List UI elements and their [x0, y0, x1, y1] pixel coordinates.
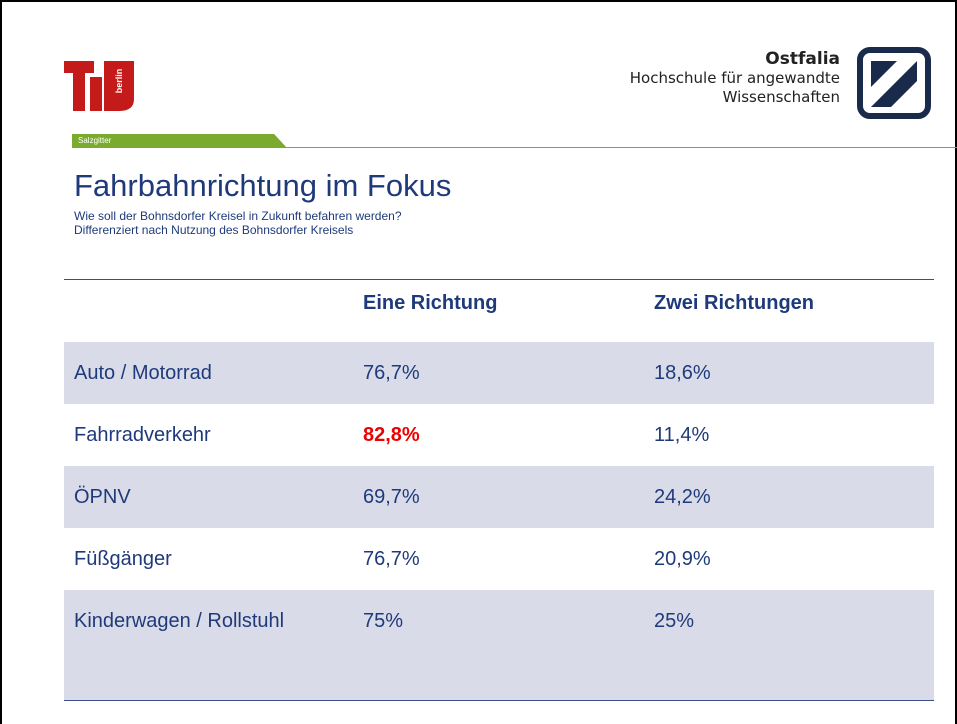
- table-cell: Füßgänger: [74, 548, 172, 570]
- table-row: Auto / Motorrad 76,7% 18,6%: [64, 342, 934, 404]
- subtitle-line: Wie soll der Bohnsdorfer Kreisel in Zuku…: [74, 209, 402, 223]
- subtitle: Wie soll der Bohnsdorfer Kreisel in Zuku…: [74, 209, 402, 237]
- table-row: Fahrradverkehr 82,8% 11,4%: [64, 404, 934, 466]
- subtitle-line: Differenziert nach Nutzung des Bohnsdorf…: [74, 223, 354, 237]
- divider: [72, 147, 957, 148]
- table-cell: 25%: [654, 610, 695, 632]
- tu-logo: berlin: [64, 61, 134, 111]
- table-cell: Kinderwagen / Rollstuhl: [74, 610, 285, 632]
- table-cell: 76,7%: [363, 362, 420, 384]
- table-row: Füßgänger 76,7% 20,9%: [64, 528, 934, 590]
- table-cell: 11,4%: [654, 424, 710, 446]
- table-cell: 18,6%: [654, 362, 711, 384]
- table-row: ÖPNV 69,7% 24,2%: [64, 466, 934, 528]
- ostfalia-logo: [857, 47, 931, 119]
- logo-text: berlin: [114, 69, 124, 94]
- ostfalia-name: Ostfalia: [765, 49, 840, 69]
- table-cell: 75%: [363, 610, 404, 632]
- table-cell: 69,7%: [363, 486, 420, 508]
- table-row: Kinderwagen / Rollstuhl 75% 25%: [64, 590, 934, 700]
- table-cell: 82,8%: [363, 424, 420, 446]
- table-cell: 24,2%: [654, 486, 711, 508]
- ostfalia-text: Ostfalia Hochschule für angewandte Wisse…: [630, 50, 840, 107]
- location-tab: Salzgitter: [72, 134, 287, 148]
- table-cell: 20,9%: [654, 548, 711, 570]
- header-cell: Zwei Richtungen: [654, 292, 814, 314]
- ostfalia-line: Wissenschaften: [722, 88, 840, 106]
- table-cell: 76,7%: [363, 548, 420, 570]
- table: Eine Richtung Zwei Richtungen Auto / Motor…: [64, 279, 934, 701]
- header-cell: Eine Richtung: [363, 292, 498, 314]
- table-cell: ÖPNV: [74, 486, 131, 508]
- table-cell: Fahrradverkehr: [74, 424, 211, 446]
- header-row: Eine Richtung Zwei Richtungen: [64, 280, 934, 342]
- title: Fahrbahnrichtung im Fokus: [74, 168, 452, 203]
- table-cell: Auto / Motorrad: [74, 362, 212, 384]
- ostfalia-line: Hochschule für angewandte: [629, 69, 840, 87]
